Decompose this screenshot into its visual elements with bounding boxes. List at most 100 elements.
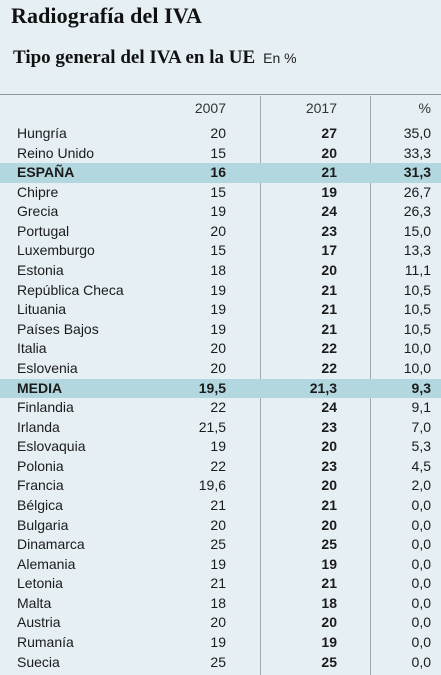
- country-name: Reino Unido: [17, 144, 95, 161]
- value-2007: 21: [210, 496, 226, 513]
- column-header-2017: 2017: [305, 100, 337, 116]
- table-row: Francia 19,6 20 2,0: [0, 476, 441, 496]
- country-name: Francia: [17, 477, 64, 494]
- table-row: Finlandia 22 24 9,1: [0, 398, 441, 418]
- column-header-2007: 2007: [194, 100, 226, 116]
- table-row: Rumanía 19 19 0,0: [0, 633, 441, 653]
- change-pct: 0,0: [411, 634, 431, 651]
- country-name: Luxemburgo: [17, 242, 95, 259]
- change-pct: 0,0: [411, 614, 431, 631]
- table-row: ESPAÑA 16 21 31,3: [0, 163, 441, 183]
- value-2007: 25: [210, 653, 226, 670]
- change-pct: 9,3: [411, 379, 431, 396]
- country-name: Hungría: [17, 125, 67, 141]
- change-pct: 7,0: [411, 418, 431, 435]
- table-row: Luxemburgo 15 17 13,3: [0, 241, 441, 261]
- value-2017: 23: [321, 457, 337, 474]
- subtitle-text: Tipo general del IVA en la UE: [13, 47, 256, 68]
- value-2017: 20: [321, 516, 337, 533]
- table-row: Irlanda 21,5 23 7,0: [0, 418, 441, 438]
- value-2017: 20: [321, 144, 337, 161]
- value-2007: 22: [210, 457, 226, 474]
- change-pct: 10,0: [403, 359, 431, 376]
- value-2017: 22: [321, 340, 337, 357]
- value-2007: 21: [210, 575, 226, 592]
- change-pct: 10,5: [403, 281, 431, 298]
- change-pct: 10,5: [403, 301, 431, 318]
- value-2007: 15: [210, 144, 226, 161]
- change-pct: 11,1: [404, 262, 431, 279]
- country-name: Suecia: [17, 653, 60, 670]
- table-row: MEDIA 19,5 21,3 9,3: [0, 378, 441, 399]
- value-2007: 19: [210, 634, 226, 651]
- value-2017: 23: [321, 418, 337, 435]
- value-2017: 23: [321, 222, 337, 239]
- change-pct: 15,0: [403, 222, 431, 239]
- column-header-pct: %: [418, 100, 431, 116]
- table-row: Malta 18 18 0,0: [0, 594, 441, 614]
- value-2007: 19: [210, 281, 226, 298]
- table-row: Bélgica 21 21 0,0: [0, 496, 441, 516]
- change-pct: 10,0: [403, 340, 431, 357]
- change-pct: 0,0: [411, 575, 431, 592]
- value-2007: 19: [210, 320, 226, 337]
- table-row: Polonia 22 23 4,5: [0, 457, 441, 477]
- value-2017: 17: [321, 242, 337, 259]
- country-name: Italia: [17, 340, 47, 357]
- change-pct: 9,1: [411, 399, 431, 416]
- value-2007: 19: [210, 438, 226, 455]
- value-2007: 20: [210, 614, 226, 631]
- country-name: ESPAÑA: [17, 164, 75, 181]
- value-2007: 15: [210, 183, 226, 200]
- table-row: Estonia 18 20 11,1: [0, 261, 441, 281]
- country-name: Eslovaquia: [17, 438, 86, 455]
- value-2007: 19: [210, 555, 226, 572]
- table-row: Lituania 19 21 10,5: [0, 300, 441, 320]
- table-subtitle: Tipo general del IVA en la UE En %: [13, 47, 297, 69]
- header-divider: [0, 94, 441, 95]
- value-2017: 20: [321, 438, 337, 455]
- page-title: Radiografía del IVA: [11, 3, 202, 28]
- country-name: Finlandia: [17, 399, 74, 416]
- change-pct: 35,0: [403, 125, 431, 141]
- table-row: Alemania 19 19 0,0: [0, 555, 441, 575]
- table-row: Eslovenia 20 22 10,0: [0, 359, 441, 379]
- value-2017: 25: [321, 536, 337, 553]
- table-row: Países Bajos 19 21 10,5: [0, 320, 441, 340]
- change-pct: 2,0: [411, 477, 431, 494]
- value-2017: 20: [321, 477, 337, 494]
- change-pct: 0,0: [411, 536, 431, 553]
- value-2017: 19: [321, 183, 337, 200]
- table-body: Hungría 20 27 35,0 Reino Unido 15 20 33,3 ESPAÑA…: [0, 124, 441, 672]
- change-pct: 5,3: [411, 438, 431, 455]
- value-2007: 20: [210, 516, 226, 533]
- change-pct: 0,0: [411, 594, 431, 611]
- value-2017: 19: [321, 555, 337, 572]
- value-2007: 19,5: [198, 379, 226, 396]
- country-name: Bulgaria: [17, 516, 69, 533]
- value-2007: 15: [210, 242, 226, 259]
- change-pct: 13,3: [403, 242, 431, 259]
- value-2007: 20: [210, 222, 226, 239]
- table-row: República Checa 19 21 10,5: [0, 281, 441, 301]
- country-name: Estonia: [17, 262, 64, 279]
- value-2017: 24: [321, 203, 337, 220]
- value-2017: 22: [321, 359, 337, 376]
- country-name: Rumanía: [17, 634, 74, 651]
- country-name: Países Bajos: [17, 320, 99, 337]
- value-2007: 20: [210, 359, 226, 376]
- country-name: Lituania: [17, 301, 67, 318]
- table-row: Letonia 21 21 0,0: [0, 574, 441, 594]
- value-2007: 22: [210, 399, 226, 416]
- country-name: Dinamarca: [17, 536, 85, 553]
- table-row: Reino Unido 15 20 33,3: [0, 144, 441, 164]
- value-2017: 20: [321, 262, 337, 279]
- change-pct: 4,5: [411, 457, 431, 474]
- country-name: Alemania: [17, 555, 76, 572]
- table-row: Italia 20 22 10,0: [0, 339, 441, 359]
- value-2017: 27: [321, 125, 337, 141]
- table-row: Austria 20 20 0,0: [0, 613, 441, 633]
- country-name: Austria: [17, 614, 61, 631]
- change-pct: 31,3: [403, 164, 431, 181]
- value-2017: 21: [321, 496, 337, 513]
